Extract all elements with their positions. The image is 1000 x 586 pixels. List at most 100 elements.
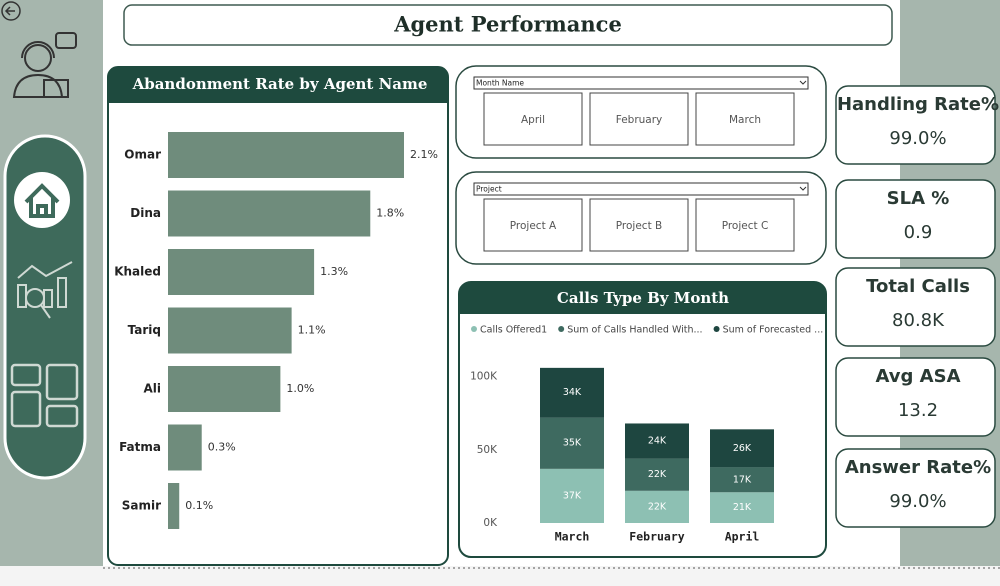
bar (168, 132, 404, 178)
legend-marker (558, 326, 565, 332)
filter-label: Month Name (476, 79, 524, 88)
calls-title: Calls Type By Month (557, 289, 729, 307)
value-label: 2.1% (410, 148, 438, 161)
abandonment-header (108, 67, 448, 103)
x-tick-label: February (629, 530, 684, 544)
bar (168, 366, 281, 412)
bar-segment (710, 467, 774, 493)
home-icon (24, 183, 60, 218)
bar-segment (625, 490, 689, 523)
kpi-card (835, 85, 996, 165)
kpi-label: Avg ASA (876, 366, 961, 387)
bar (168, 190, 371, 237)
bar (168, 424, 202, 471)
kpi-card (835, 448, 996, 528)
option-label: March (729, 114, 761, 126)
x-tick-label: April (725, 530, 760, 544)
option-label: February (616, 114, 663, 126)
filter-dropdown[interactable] (473, 182, 809, 196)
filter-option[interactable] (695, 92, 795, 146)
segment-label: 17K (733, 474, 752, 485)
segment-label: 24K (648, 436, 667, 447)
kpi-label: Answer Rate% (845, 457, 991, 478)
home-button[interactable] (14, 172, 70, 228)
filter-dropdown[interactable] (473, 76, 809, 90)
segment-label: 22K (648, 469, 667, 480)
agent-label: Dina (130, 206, 161, 220)
segment-label: 21K (733, 502, 752, 513)
kpi-card (835, 357, 996, 437)
kpi-value: 13.2 (898, 400, 938, 421)
back-button[interactable] (1, 1, 21, 21)
filter-option[interactable] (695, 198, 795, 252)
value-label: 0.3% (208, 441, 236, 454)
legend-label: Sum of Calls Handled With... (567, 325, 702, 336)
legend-marker (713, 326, 720, 332)
bar-segment (625, 458, 689, 491)
agent-label: Fatma (119, 440, 161, 454)
calls-header (459, 282, 826, 314)
filter-option[interactable] (483, 92, 583, 146)
filter-option[interactable] (589, 198, 689, 252)
segment-label: 26K (733, 443, 752, 454)
segment-label: 35K (563, 438, 582, 449)
agent-label: Samir (122, 499, 161, 513)
value-label: 0.1% (185, 499, 213, 512)
page-title: Agent Performance (393, 12, 622, 37)
abandonment-title: Abandonment Rate by Agent Name (132, 75, 428, 93)
kpi-value: 99.0% (889, 491, 946, 512)
agent-icon (12, 32, 77, 98)
kpi-card (835, 267, 996, 347)
bar-segment (710, 492, 774, 523)
value-label: 1.1% (298, 324, 326, 337)
kpi-label: Handling Rate% (837, 94, 999, 115)
option-label: Project A (510, 220, 557, 232)
y-tick-label: 0K (483, 517, 498, 529)
option-label: Project C (722, 220, 769, 232)
y-tick-label: 50K (477, 444, 498, 456)
header-box (123, 4, 893, 46)
agent-label: Khaled (114, 265, 161, 279)
agent-label: Omar (124, 148, 161, 162)
filter-label: Project (476, 185, 502, 194)
value-label: 1.8% (376, 207, 404, 220)
y-tick-label: 100K (470, 371, 498, 383)
dropdown-arrow (799, 80, 807, 85)
legend-label: Sum of Forecasted ... (723, 325, 824, 336)
bar-segment (540, 468, 604, 523)
agent-label: Ali (143, 382, 161, 396)
segment-label: 37K (563, 490, 582, 501)
option-label: April (521, 114, 545, 126)
kpi-label: SLA % (887, 188, 950, 209)
legend-marker (471, 326, 477, 332)
option-label: Project B (616, 220, 662, 232)
bar (168, 483, 180, 529)
kpi-label: Total Calls (866, 276, 970, 297)
kpi-value: 80.8K (892, 310, 945, 331)
bar (168, 249, 315, 295)
kpi-value: 99.0% (889, 128, 946, 149)
back-arrow (4, 6, 15, 16)
analytics-button[interactable] (17, 261, 73, 319)
kpi-value: 0.9 (904, 222, 933, 243)
segment-label: 34K (563, 387, 582, 398)
pages-button[interactable] (10, 363, 79, 428)
kpi-card (835, 179, 996, 259)
filter-option[interactable] (483, 198, 583, 252)
footer (0, 566, 1000, 586)
value-label: 1.0% (286, 382, 314, 395)
bar-segment (540, 367, 604, 418)
value-label: 1.3% (320, 265, 348, 278)
bar-segment (625, 423, 689, 459)
bar-segment (540, 417, 604, 469)
filter-option[interactable] (589, 92, 689, 146)
bar-segment (710, 429, 774, 468)
segment-label: 22K (648, 501, 667, 512)
bar (168, 307, 292, 354)
dropdown-arrow (799, 186, 807, 191)
legend-label: Calls Offered1 (480, 325, 547, 336)
x-tick-label: March (555, 530, 590, 544)
